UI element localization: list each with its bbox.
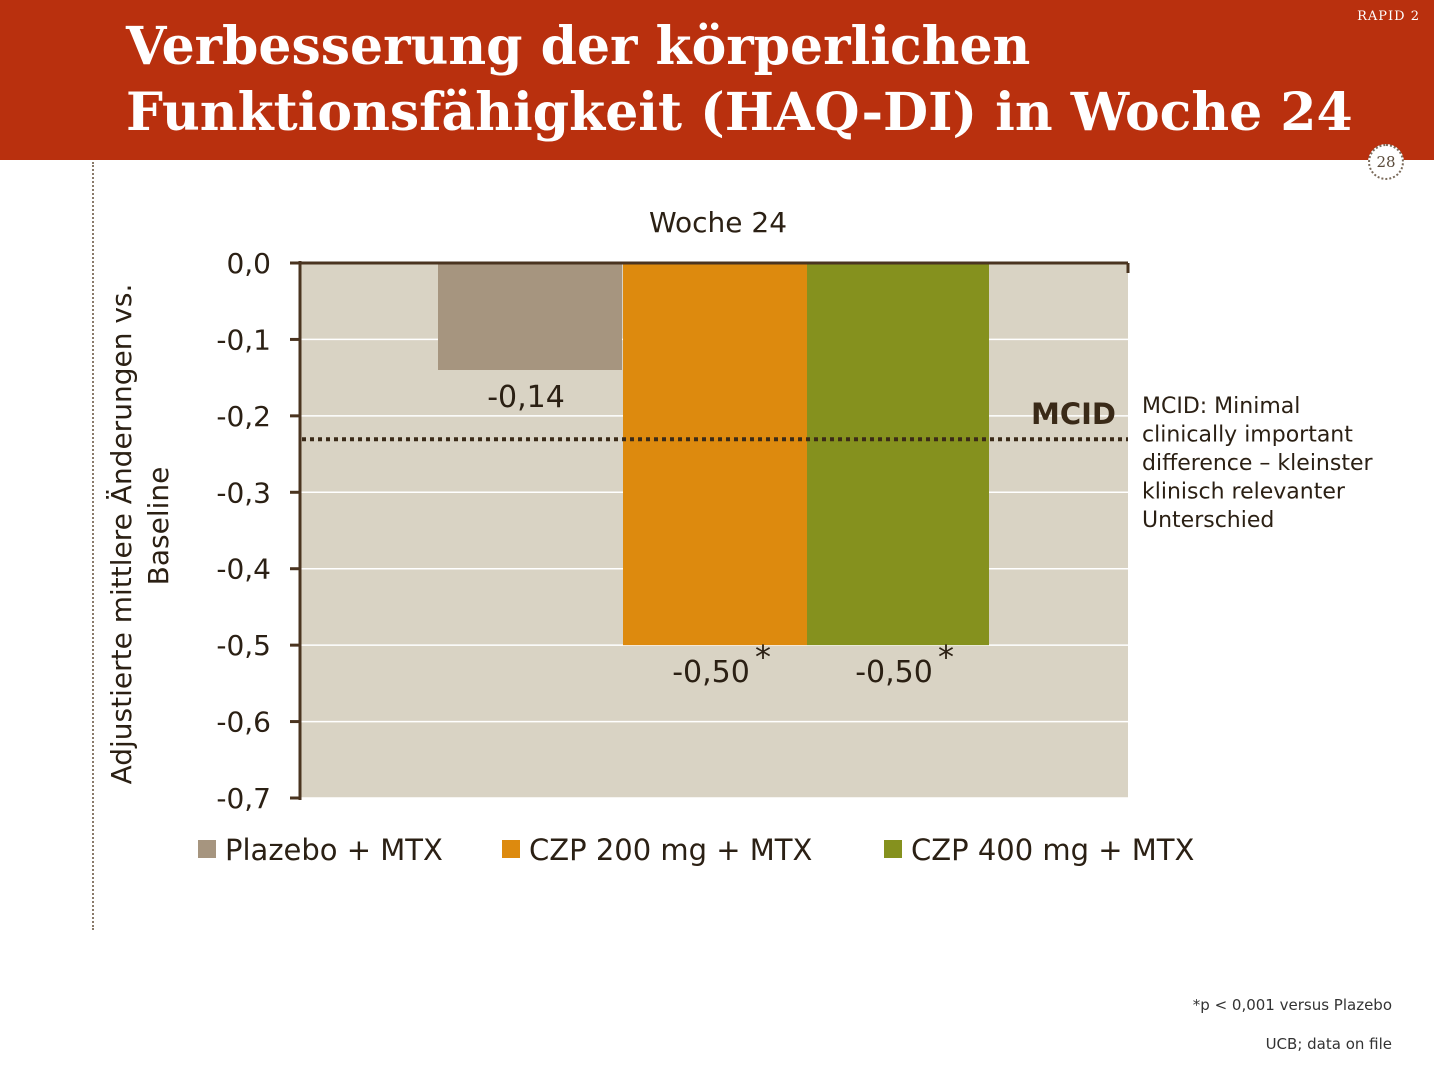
significance-marker: * xyxy=(755,638,771,676)
slide-title-line-2: Funktionsfähigkeit (HAQ-DI) in Woche 24 xyxy=(126,82,1353,143)
vertical-dotted-divider xyxy=(92,162,94,930)
bar-3 xyxy=(807,263,989,646)
y-tick-label: -0,3 xyxy=(216,476,271,509)
mcid-note-line: MCID: Minimal xyxy=(1142,394,1300,419)
bar-2 xyxy=(623,263,807,646)
y-tick-label: -0,5 xyxy=(216,629,271,662)
bar-1 xyxy=(438,263,622,370)
mcid-note-line: Unterschied xyxy=(1142,508,1274,533)
significance-footnote: *p < 0,001 versus Plazebo xyxy=(1192,996,1392,1014)
bar-chart: -0,14-0,50 * -0,50 *0,0-0,1-0,2-0,3-0,4-0,5… xyxy=(105,206,1373,867)
significance-marker: * xyxy=(938,638,954,676)
header-banner xyxy=(0,0,1434,160)
chart-title: Woche 24 xyxy=(649,206,787,239)
y-tick-label: -0,1 xyxy=(216,323,271,356)
data-label: -0,50 xyxy=(672,655,750,690)
study-tag: RAPID 2 xyxy=(1357,9,1420,24)
y-tick-label: -0,6 xyxy=(216,706,271,739)
y-tick-label: -0,4 xyxy=(216,553,271,586)
source-footnote: UCB; data on file xyxy=(1265,1035,1392,1053)
mcid-note-line: difference – kleinster xyxy=(1142,451,1373,476)
legend-swatch-1 xyxy=(198,840,216,858)
data-label: -0,14 xyxy=(487,380,565,415)
legend-swatch-2 xyxy=(502,840,520,858)
y-tick-label: -0,7 xyxy=(216,782,271,815)
legend-label-3: CZP 400 mg + MTX xyxy=(911,833,1194,867)
y-tick-label: 0,0 xyxy=(226,247,271,280)
legend-label-1: Plazebo + MTX xyxy=(225,833,443,867)
mcid-note-line: klinisch relevanter xyxy=(1142,480,1346,505)
legend-swatch-3 xyxy=(884,840,902,858)
y-axis-label-line-1: Adjustierte mittlere Änderungen vs. xyxy=(105,284,138,785)
mcid-label: MCID xyxy=(1031,397,1116,431)
legend-label-2: CZP 200 mg + MTX xyxy=(529,833,812,867)
slide-title: Verbesserung der körperlichen Funktionsf… xyxy=(126,14,1356,146)
page-number-badge: 28 xyxy=(1368,144,1404,180)
mcid-note-line: clinically important xyxy=(1142,423,1353,448)
y-tick-label: -0,2 xyxy=(216,400,271,433)
y-axis-label-line-2: Baseline xyxy=(142,467,175,586)
slide-title-line-1: Verbesserung der körperlichen xyxy=(126,16,1031,77)
data-label: -0,50 xyxy=(855,655,933,690)
